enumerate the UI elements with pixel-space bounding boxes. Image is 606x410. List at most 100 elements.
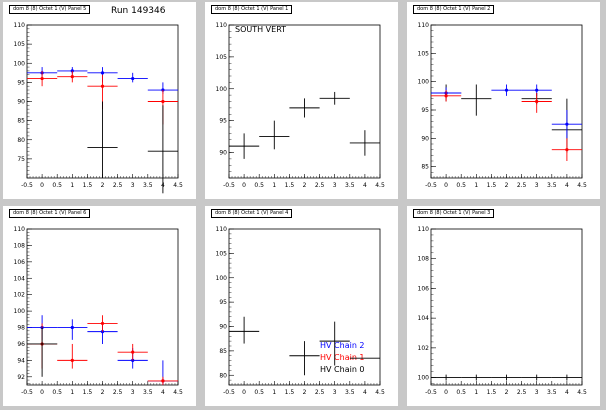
- data-point-marker: [131, 76, 135, 81]
- x-tick-label: 1: [70, 182, 74, 189]
- y-tick-label: 102: [418, 345, 430, 352]
- x-tick-label: 0.5: [52, 389, 62, 396]
- x-tick-label: 2.5: [113, 389, 123, 396]
- x-tick-label: 1.5: [83, 182, 93, 189]
- plot-frame: [26, 228, 179, 386]
- y-tick-label: 96: [17, 341, 25, 348]
- legend-entry-hv-chain-0: HV Chain 0: [320, 365, 365, 374]
- data-point-marker: [70, 75, 74, 79]
- x-tick-label: 1: [272, 182, 276, 189]
- y-tick-label: 104: [418, 315, 430, 322]
- data-point-marker: [40, 76, 44, 81]
- x-tick-label: 2: [101, 389, 105, 396]
- data-point-marker: [161, 99, 165, 104]
- chart-panel-3: -0.5 0 0.5 1 1.5 2 2.5 3 3.5 4 4.5 100 102 104 106 108 1…: [418, 226, 587, 396]
- y-tick-label: 100: [216, 86, 228, 93]
- x-tick-label: -0.5: [425, 182, 437, 189]
- data-point-marker: [444, 94, 448, 98]
- south-vert-label: SOUTH VERT: [235, 25, 287, 34]
- x-tick-label: 3: [333, 389, 337, 396]
- y-tick-label: 75: [17, 156, 25, 163]
- y-tick-label: 100: [418, 79, 430, 86]
- plot-frame: [430, 24, 583, 179]
- data-point-marker: [131, 350, 135, 354]
- y-tick-label: 85: [219, 348, 227, 355]
- x-tick-label: 1: [272, 389, 276, 396]
- x-tick-label: 4: [565, 389, 569, 396]
- y-tick-label: 110: [418, 22, 430, 29]
- x-tick-label: 4.5: [173, 389, 183, 396]
- y-tick-label: 104: [14, 275, 26, 282]
- x-tick-label: 0: [40, 182, 44, 189]
- data-point-marker: [565, 122, 569, 126]
- x-tick-label: 0: [242, 182, 246, 189]
- data-point-marker: [100, 321, 105, 326]
- x-tick-label: 1: [474, 182, 478, 189]
- x-tick-label: 3.5: [143, 389, 153, 396]
- x-tick-label: 0.5: [254, 182, 264, 189]
- chart-panel-2: -0.5 0 0.5 1 1.5 2 2.5 3 3.5 4 4.5 85 90 95 100 105 110: [418, 22, 587, 189]
- x-tick-label: 0: [444, 389, 448, 396]
- y-tick-label: 80: [219, 372, 227, 379]
- y-tick-label: 100: [14, 308, 26, 315]
- chart-panel-5: -0.500.511.522.533.544.57580859095100105…: [14, 22, 183, 194]
- x-tick-label: 4: [363, 182, 367, 189]
- x-tick-label: 3.5: [345, 182, 355, 189]
- x-tick-label: 4: [161, 389, 165, 396]
- y-tick-label: 95: [219, 118, 227, 125]
- x-tick-label: -0.5: [223, 389, 235, 396]
- x-tick-label: 2.5: [315, 182, 325, 189]
- x-tick-label: 4.5: [375, 389, 385, 396]
- y-tick-label: 110: [418, 226, 430, 233]
- chart-panel-4: -0.5 0 0.5 1 1.5 2 2.5 3 3.5 4 4.5 80 85 90 95 100 105 11…: [216, 226, 385, 396]
- x-tick-label: 4.5: [577, 389, 587, 396]
- x-tick-label: 2.5: [315, 389, 325, 396]
- y-tick-label: 85: [17, 118, 25, 125]
- x-tick-label: 3.5: [547, 389, 557, 396]
- x-tick-label: 1: [474, 389, 478, 396]
- y-tick-label: 100: [216, 275, 228, 282]
- x-tick-label: 2: [303, 182, 307, 189]
- y-tick-label: 106: [14, 259, 26, 266]
- y-tick-label: 110: [216, 22, 228, 29]
- x-tick-label: 3: [535, 389, 539, 396]
- y-tick-label: 90: [219, 324, 227, 331]
- data-point-marker: [100, 330, 105, 334]
- data-point-marker: [535, 88, 539, 92]
- data-point-marker: [100, 84, 105, 88]
- pad-title: dom 8 (8) Octet 1 (V) Panel 1: [211, 5, 293, 14]
- y-tick-label: 110: [14, 226, 26, 233]
- pad-panel-2: dom 8 (8) Octet 1 (V) Panel 2 -0.5 0 0.5 1 1…: [407, 2, 600, 199]
- y-tick-label: 100: [418, 375, 430, 382]
- y-tick-label: 102: [14, 292, 26, 299]
- chart-panel-6: -0.5 0 0.5 1 1.5 2 2.5 3 3.5 4 4.5 92 94 96 98 100 102 10…: [14, 226, 183, 396]
- x-tick-label: -0.5: [425, 389, 437, 396]
- data-point-marker: [70, 358, 74, 362]
- x-tick-label: 4: [565, 182, 569, 189]
- x-tick-label: 1.5: [487, 182, 497, 189]
- data-point-marker: [100, 71, 105, 75]
- x-tick-label: 0: [444, 182, 448, 189]
- y-tick-label: 95: [17, 79, 25, 86]
- y-tick-label: 108: [14, 242, 26, 249]
- y-tick-label: 100: [14, 60, 26, 67]
- y-tick-label: 105: [14, 41, 26, 48]
- run-number-label: Run 149346: [111, 6, 166, 16]
- y-tick-label: 110: [216, 226, 228, 233]
- x-tick-label: 2: [505, 389, 509, 396]
- x-tick-label: 2.5: [517, 182, 527, 189]
- pad-title: dom 8 (8) Octet 1 (V) Panel 2: [413, 5, 495, 14]
- x-tick-label: -0.5: [223, 182, 235, 189]
- x-tick-label: 1.5: [285, 182, 295, 189]
- x-tick-label: 3: [333, 182, 337, 189]
- x-tick-label: 0.5: [52, 182, 62, 189]
- data-point-marker: [161, 379, 165, 383]
- plot-frame: [430, 228, 583, 386]
- x-tick-label: 2.5: [113, 182, 123, 189]
- y-tick-label: 105: [216, 54, 228, 61]
- data-point-marker: [70, 325, 74, 330]
- x-tick-label: 0: [242, 389, 246, 396]
- x-tick-label: 2: [505, 182, 509, 189]
- x-tick-label: 3.5: [143, 182, 153, 189]
- y-tick-label: 90: [17, 99, 25, 106]
